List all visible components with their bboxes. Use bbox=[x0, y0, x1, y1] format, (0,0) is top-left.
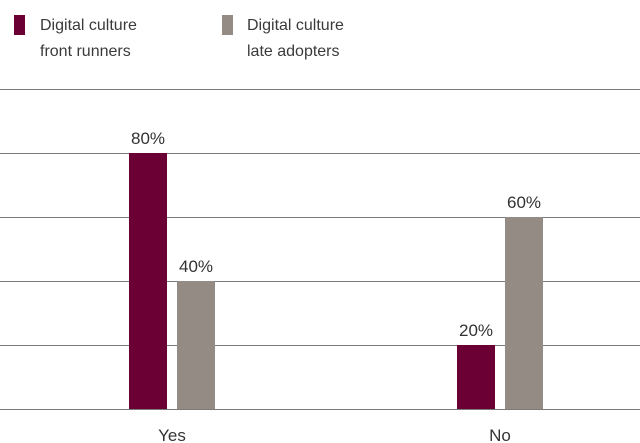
legend-label-front-runners-line2: front runners bbox=[40, 43, 131, 60]
bars bbox=[129, 153, 543, 409]
category-label-no: No bbox=[489, 426, 511, 443]
value-labels: 80% 40% 20% 60% bbox=[131, 129, 541, 340]
legend: Digital culture front runners Digital cu… bbox=[14, 15, 344, 60]
category-labels: Yes No bbox=[158, 426, 511, 443]
bar-yes-series-1 bbox=[129, 153, 167, 409]
legend-label-late-adopters-line2: late adopters bbox=[247, 43, 340, 60]
legend-swatch-late-adopters bbox=[222, 15, 233, 35]
bar-yes-series-2 bbox=[177, 281, 215, 409]
value-label-no-series-1: 20% bbox=[459, 321, 493, 340]
gridlines bbox=[0, 89, 640, 410]
category-label-yes: Yes bbox=[158, 426, 186, 443]
bar-no-series-1 bbox=[457, 345, 495, 409]
value-label-yes-series-1: 80% bbox=[131, 129, 165, 148]
legend-swatch-front-runners bbox=[14, 15, 25, 35]
legend-label-front-runners-line1: Digital culture bbox=[40, 17, 137, 34]
legend-label-late-adopters-line1: Digital culture bbox=[247, 17, 344, 34]
bar-no-series-2 bbox=[505, 217, 543, 409]
value-label-no-series-2: 60% bbox=[507, 193, 541, 212]
value-label-yes-series-2: 40% bbox=[179, 257, 213, 276]
